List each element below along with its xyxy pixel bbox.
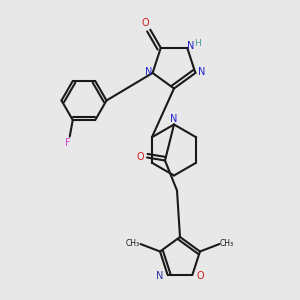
Text: O: O: [136, 152, 144, 162]
Text: N: N: [187, 41, 194, 51]
Text: N: N: [145, 68, 153, 77]
Text: CH₃: CH₃: [220, 239, 234, 248]
Text: CH₃: CH₃: [126, 239, 140, 248]
Text: N: N: [170, 114, 178, 124]
Text: N: N: [157, 272, 164, 281]
Text: F: F: [65, 138, 71, 148]
Text: O: O: [141, 18, 149, 28]
Text: H: H: [194, 39, 201, 48]
Text: N: N: [198, 68, 206, 77]
Text: O: O: [196, 272, 204, 281]
